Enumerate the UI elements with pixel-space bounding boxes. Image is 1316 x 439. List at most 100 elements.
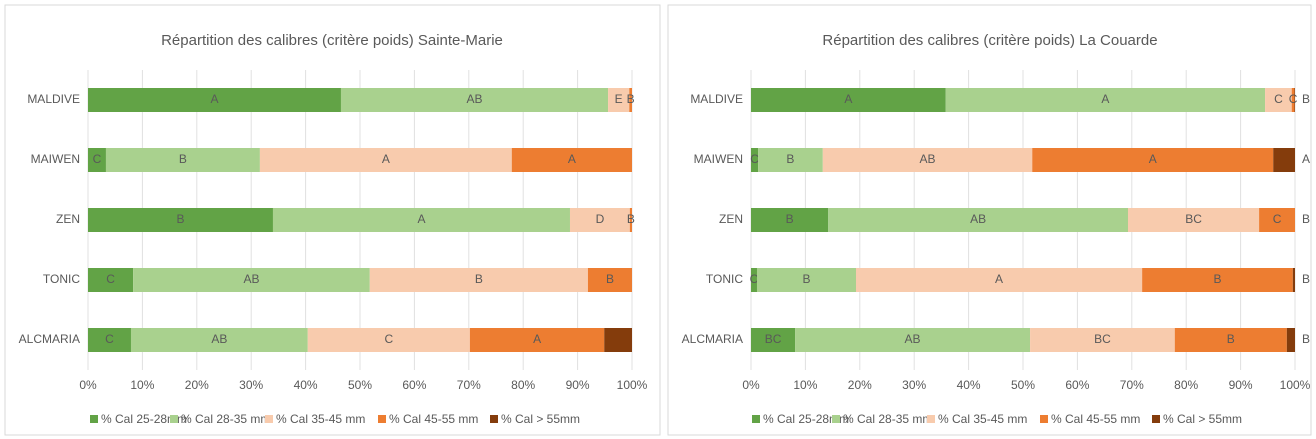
bar-segment xyxy=(340,88,609,112)
bar-segment xyxy=(751,328,796,352)
bar-segment xyxy=(758,148,823,172)
bar-segment xyxy=(1032,148,1274,172)
data-label: B xyxy=(176,212,184,226)
bar-segment xyxy=(1142,268,1293,292)
data-label: B xyxy=(179,152,187,166)
legend-label: % Cal 28-35 mm xyxy=(843,412,932,426)
bar-segment xyxy=(259,148,512,172)
x-tick-label: 50% xyxy=(348,378,372,392)
bar-segment xyxy=(828,208,1128,232)
x-tick-label: 10% xyxy=(130,378,154,392)
bar-segment xyxy=(751,268,757,292)
x-tick-label: 80% xyxy=(511,378,535,392)
bar-segment xyxy=(822,148,1033,172)
data-label: AB xyxy=(920,152,936,166)
data-label: C xyxy=(384,332,393,346)
x-tick-label: 90% xyxy=(566,378,590,392)
data-label: AB xyxy=(905,332,921,346)
data-label: A xyxy=(1149,152,1157,166)
bar-segment xyxy=(88,268,134,292)
bar-segment xyxy=(1127,208,1260,232)
y-tick-label: MAIWEN xyxy=(694,152,743,166)
x-tick-label: 0% xyxy=(79,378,97,392)
x-tick-label: 80% xyxy=(1174,378,1198,392)
data-label: BC xyxy=(1094,332,1111,346)
data-label: C xyxy=(750,152,759,166)
data-label: B xyxy=(802,272,810,286)
data-label: BC xyxy=(765,332,782,346)
data-label: B xyxy=(1302,212,1310,226)
x-tick-label: 70% xyxy=(457,378,481,392)
y-tick-label: ALCMARIA xyxy=(19,332,80,346)
bar-segment xyxy=(751,208,829,232)
data-label: A xyxy=(995,272,1003,286)
data-label: C xyxy=(106,272,115,286)
bar-segment xyxy=(469,328,605,352)
bar-segment xyxy=(307,328,470,352)
data-label: B xyxy=(627,92,635,106)
data-label: C xyxy=(750,272,759,286)
data-label: AB xyxy=(467,92,483,106)
data-label: B xyxy=(475,272,483,286)
bar-segment xyxy=(1292,268,1295,292)
legend-swatch xyxy=(1152,415,1160,423)
legend-label: % Cal 45-55 mm xyxy=(389,412,478,426)
bar-segment xyxy=(604,328,632,352)
x-tick-label: 30% xyxy=(902,378,926,392)
y-tick-label: MALDIVE xyxy=(690,92,743,106)
legend-label: % Cal 25-28mm xyxy=(763,412,849,426)
x-tick-label: 40% xyxy=(957,378,981,392)
legend-label: % Cal 25-28mm xyxy=(101,412,187,426)
chart-title: Répartition des calibres (critère poids)… xyxy=(161,32,503,49)
bar-segment xyxy=(795,328,1031,352)
x-tick-label: 70% xyxy=(1120,378,1144,392)
data-label: C xyxy=(1273,212,1282,226)
legend-swatch xyxy=(927,415,935,423)
data-label: B xyxy=(606,272,614,286)
data-label: B xyxy=(1302,332,1310,346)
data-label: C xyxy=(1289,92,1298,106)
legend-swatch xyxy=(90,415,98,423)
data-label: AB xyxy=(243,272,259,286)
bar-segment xyxy=(1294,88,1295,112)
data-label: BC xyxy=(1185,212,1202,226)
y-tick-label: ZEN xyxy=(719,212,743,226)
data-label: C xyxy=(105,332,114,346)
legend-label: % Cal > 55mm xyxy=(1163,412,1242,426)
x-tick-label: 30% xyxy=(239,378,263,392)
data-label: A xyxy=(382,152,390,166)
bar-segment xyxy=(1174,328,1287,352)
data-label: C xyxy=(93,152,102,166)
x-tick-label: 60% xyxy=(1065,378,1089,392)
y-tick-label: ALCMARIA xyxy=(682,332,743,346)
bar-segment xyxy=(511,148,632,172)
data-label: A xyxy=(568,152,576,166)
bar-segment xyxy=(587,268,632,292)
bar-segment xyxy=(130,328,308,352)
x-tick-label: 60% xyxy=(402,378,426,392)
data-label: B xyxy=(1302,272,1310,286)
legend-swatch xyxy=(170,415,178,423)
legend-swatch xyxy=(752,415,760,423)
bar-segment xyxy=(751,148,759,172)
chart-title: Répartition des calibres (critère poids)… xyxy=(822,32,1157,49)
bar-segment xyxy=(629,88,632,112)
data-label: A xyxy=(1101,92,1109,106)
data-label: C xyxy=(1274,92,1283,106)
bar-segment xyxy=(88,88,341,112)
bar-segment xyxy=(133,268,370,292)
legend-swatch xyxy=(832,415,840,423)
bar-segment xyxy=(569,208,630,232)
bar-segment xyxy=(1259,208,1295,232)
bar-segment xyxy=(608,88,630,112)
x-tick-label: 0% xyxy=(742,378,760,392)
bar-segment xyxy=(1030,328,1175,352)
bar-segment xyxy=(1291,88,1295,112)
bar-segment xyxy=(272,208,570,232)
data-label: AB xyxy=(211,332,227,346)
data-label: B xyxy=(1213,272,1221,286)
bar-segment xyxy=(1265,88,1292,112)
bar-segment xyxy=(1286,328,1295,352)
data-label: B xyxy=(786,212,794,226)
